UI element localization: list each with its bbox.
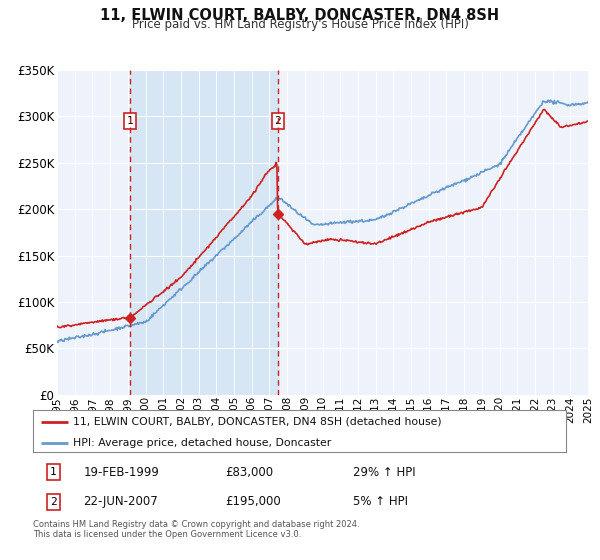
Text: 1: 1	[127, 116, 133, 126]
Text: HPI: Average price, detached house, Doncaster: HPI: Average price, detached house, Donc…	[73, 438, 331, 448]
Text: 11, ELWIN COURT, BALBY, DONCASTER, DN4 8SH (detached house): 11, ELWIN COURT, BALBY, DONCASTER, DN4 8…	[73, 417, 442, 427]
Text: 19-FEB-1999: 19-FEB-1999	[83, 465, 160, 479]
Text: 2: 2	[274, 116, 281, 126]
Text: 29% ↑ HPI: 29% ↑ HPI	[353, 465, 415, 479]
Text: Price paid vs. HM Land Registry's House Price Index (HPI): Price paid vs. HM Land Registry's House …	[131, 18, 469, 31]
Text: 1: 1	[50, 467, 56, 477]
Text: 11, ELWIN COURT, BALBY, DONCASTER, DN4 8SH: 11, ELWIN COURT, BALBY, DONCASTER, DN4 8…	[100, 8, 500, 23]
Text: 5% ↑ HPI: 5% ↑ HPI	[353, 495, 407, 508]
Text: 2: 2	[50, 497, 56, 507]
Bar	[130, 70, 278, 395]
Text: Contains HM Land Registry data © Crown copyright and database right 2024.: Contains HM Land Registry data © Crown c…	[33, 520, 359, 529]
Text: This data is licensed under the Open Government Licence v3.0.: This data is licensed under the Open Gov…	[33, 530, 301, 539]
Text: £195,000: £195,000	[225, 495, 281, 508]
Text: £83,000: £83,000	[225, 465, 273, 479]
Text: 22-JUN-2007: 22-JUN-2007	[83, 495, 158, 508]
